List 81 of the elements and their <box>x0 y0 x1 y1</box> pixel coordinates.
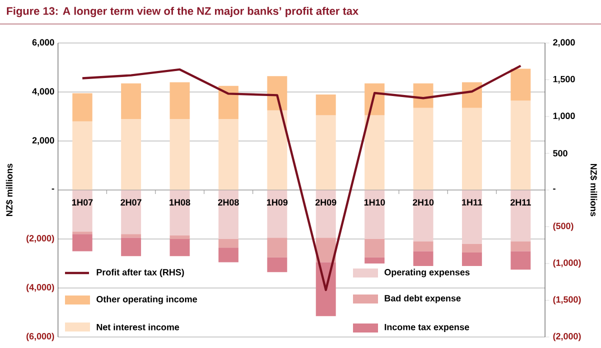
bar <box>218 190 238 239</box>
bar <box>267 110 288 190</box>
bar <box>316 115 336 190</box>
bar <box>218 238 238 248</box>
bar <box>364 190 385 239</box>
y2-tick-label: - <box>553 188 556 190</box>
x-tick-label: 1H09 <box>267 199 288 206</box>
y-tick-label: 2,000 <box>32 137 54 145</box>
bar <box>510 251 531 270</box>
x-tick-label: 2H07 <box>120 199 142 206</box>
bar <box>218 248 238 262</box>
bar <box>413 251 434 266</box>
legend-label: Other operating income <box>96 296 198 304</box>
bar <box>218 86 238 119</box>
y2-tick-label: (500) <box>553 222 574 231</box>
bar <box>121 118 142 190</box>
bar <box>267 190 288 238</box>
y-tick-label: (6,000) <box>26 332 54 342</box>
bar <box>218 118 238 190</box>
bar <box>267 238 288 258</box>
y-tick-label: 6,000 <box>32 39 54 47</box>
bar <box>267 76 288 110</box>
bar <box>413 241 434 252</box>
bar <box>72 234 92 252</box>
y2-tick-label: 2,000 <box>553 39 575 47</box>
x-tick-label: 1H10 <box>364 199 385 206</box>
y2-axis-title: NZ$ millions <box>590 164 598 216</box>
bar <box>510 68 531 101</box>
legend-label: Operating expenses <box>384 268 470 278</box>
y-tick-label: 4,000 <box>32 88 54 96</box>
bar <box>462 82 482 108</box>
bar <box>72 121 92 190</box>
y2-tick-label: 1,000 <box>553 112 575 120</box>
bar <box>72 93 92 122</box>
y2-tick-label: (1,000) <box>553 259 581 268</box>
bar <box>121 234 142 238</box>
x-tick-label: 2H09 <box>315 199 336 206</box>
bar <box>462 244 482 252</box>
bar <box>364 257 385 264</box>
bar <box>364 115 385 190</box>
bar <box>316 94 336 116</box>
bar <box>72 232 92 234</box>
bar <box>121 190 142 234</box>
bar <box>364 238 385 258</box>
bar <box>121 83 142 119</box>
y-tick-label: (2,000) <box>26 234 54 244</box>
bar <box>170 82 190 119</box>
bar <box>510 190 531 242</box>
bar <box>170 235 190 239</box>
legend-label: Profit after tax (RHS) <box>96 268 184 278</box>
bar <box>170 118 190 190</box>
y2-tick-label: 500 <box>553 150 568 156</box>
bar <box>462 108 482 190</box>
bar <box>462 252 482 266</box>
x-tick-label: 1H11 <box>462 199 482 206</box>
bar <box>462 190 482 244</box>
x-tick-label: 1H08 <box>170 199 190 206</box>
y2-tick-label: (1,500) <box>553 296 581 304</box>
bar <box>72 190 92 232</box>
bar <box>170 190 190 236</box>
x-tick-label: 2H08 <box>218 199 239 206</box>
y2-tick-label: (2,000) <box>553 332 581 342</box>
x-tick-label: 2H11 <box>510 199 531 206</box>
bar <box>267 257 288 272</box>
bar <box>413 190 434 242</box>
legend-label: Income tax expense <box>384 324 470 332</box>
x-tick-label: 2H10 <box>412 199 434 206</box>
bar <box>510 100 531 190</box>
y2-tick-label: 1,500 <box>553 76 575 84</box>
bar <box>316 190 336 238</box>
legend-label: Net interest income <box>96 324 180 330</box>
legend-label: Bad debt expense <box>384 294 461 304</box>
x-tick-label: 1H07 <box>72 199 93 206</box>
bar <box>510 241 531 252</box>
y-tick-label: - <box>52 188 54 190</box>
chart-title: Figure 13: A longer term view of the NZ major banks’ profit after tax <box>6 6 358 18</box>
bar <box>170 238 190 256</box>
y-axis-title: NZ$ millions <box>6 164 14 216</box>
y-tick-label: (4,000) <box>26 284 54 292</box>
bar <box>413 108 434 190</box>
bar <box>121 238 142 256</box>
